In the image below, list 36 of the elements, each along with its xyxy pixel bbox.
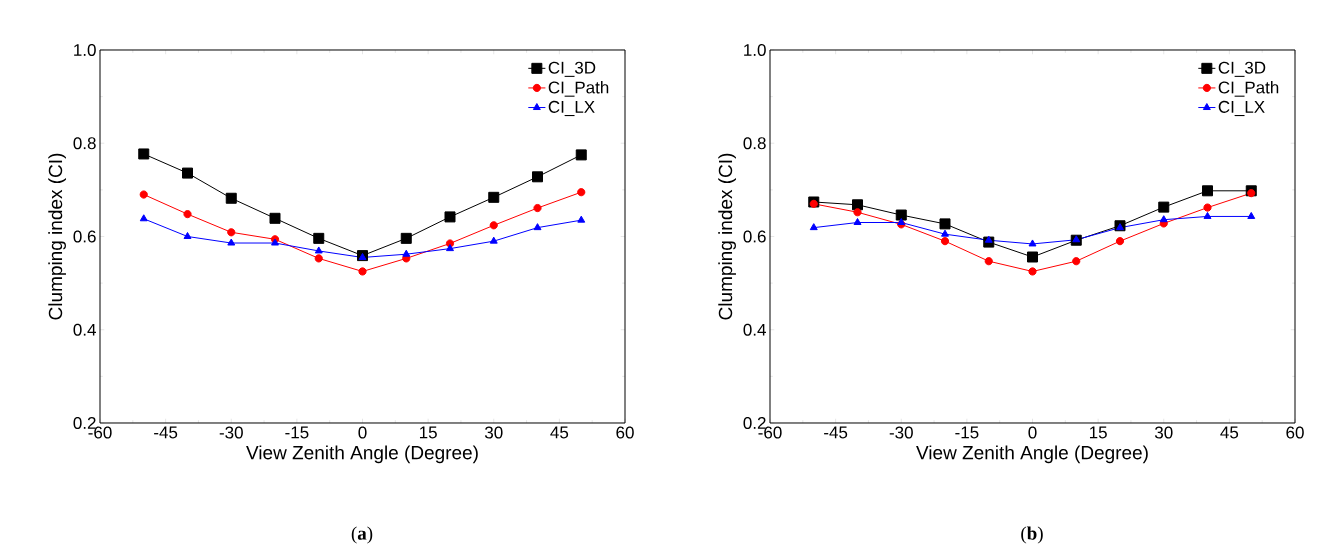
x-tick-label: -15 bbox=[285, 426, 309, 439]
x-tick-label: -45 bbox=[154, 426, 178, 439]
x-tick-label: 0 bbox=[358, 426, 367, 439]
x-axis-title: View Zenith Angle (Degree) bbox=[246, 445, 478, 464]
x-tick-label: 30 bbox=[1154, 426, 1173, 439]
y-tick-label: 0.4 bbox=[73, 323, 96, 336]
x-tick-label: 15 bbox=[1089, 426, 1107, 439]
x-tick-label: 60 bbox=[616, 426, 634, 439]
x-tick-label: -30 bbox=[889, 426, 913, 439]
x-tick-label: 30 bbox=[484, 426, 503, 439]
x-tick-label: 60 bbox=[1286, 426, 1304, 439]
legend-label: CI_Path bbox=[548, 81, 609, 97]
y-tick-label: 0.8 bbox=[743, 137, 766, 150]
x-tick-label: 45 bbox=[1220, 426, 1239, 439]
x-axis-title: View Zenith Angle (Degree) bbox=[916, 445, 1148, 464]
x-tick-label: -45 bbox=[824, 426, 848, 439]
legend-label: CI_LX bbox=[1218, 100, 1265, 117]
x-tick-label: 0 bbox=[1028, 426, 1037, 439]
x-tick-label: 45 bbox=[550, 426, 569, 439]
legend-label: CI_3D bbox=[1218, 61, 1266, 77]
text: (a) bbox=[351, 526, 373, 544]
x-tick-label: 15 bbox=[419, 426, 437, 439]
x-tick-label: -30 bbox=[219, 426, 243, 439]
legend-label: CI_Path bbox=[1218, 81, 1279, 97]
y-tick-label: 0.6 bbox=[743, 230, 766, 243]
y-tick-label: 1.0 bbox=[744, 43, 766, 57]
y-tick-label: 0.4 bbox=[743, 323, 766, 336]
text: (b) bbox=[1021, 526, 1043, 544]
y-tick-label: 1.0 bbox=[74, 43, 96, 57]
legend-label: CI_LX bbox=[548, 100, 595, 117]
y-tick-label: 0.8 bbox=[73, 137, 96, 150]
x-tick-label: -15 bbox=[955, 426, 979, 439]
y-tick-label: 0.6 bbox=[73, 230, 96, 243]
legend-label: CI_3D bbox=[548, 61, 596, 77]
y-axis-title: Clumping index (CI) bbox=[718, 153, 736, 320]
y-axis-title: Clumping index (CI) bbox=[48, 153, 66, 320]
